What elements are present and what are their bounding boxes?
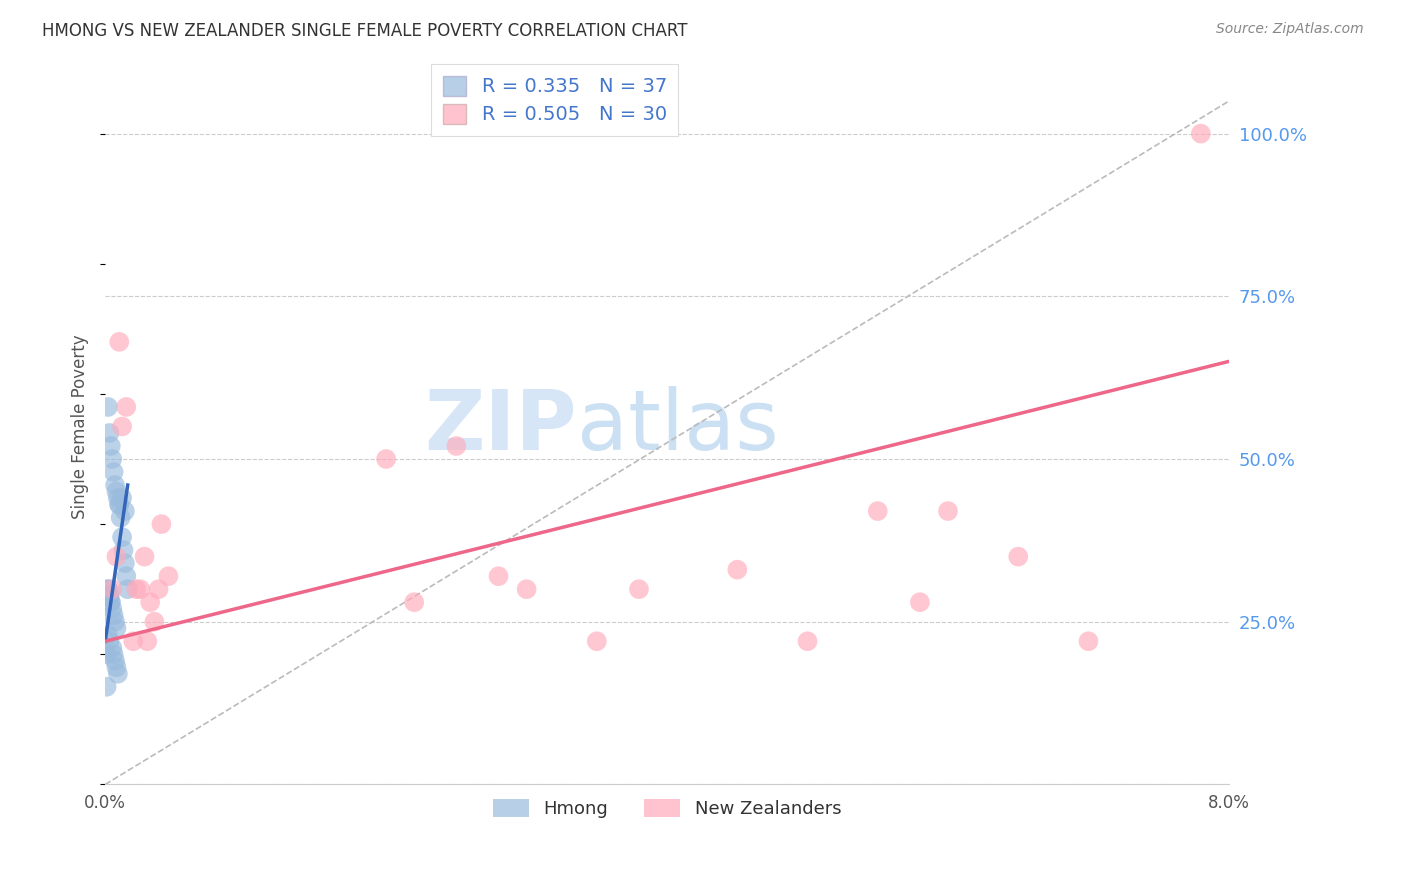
Point	[115, 400, 138, 414]
Point	[150, 517, 173, 532]
Point	[103, 608, 125, 623]
Point	[98, 425, 121, 440]
Point	[104, 615, 127, 629]
Point	[516, 582, 538, 597]
Point	[100, 595, 122, 609]
Point	[112, 543, 135, 558]
Point	[105, 621, 128, 635]
Point	[114, 556, 136, 570]
Point	[98, 589, 121, 603]
Point	[103, 465, 125, 479]
Point	[100, 439, 122, 453]
Point	[117, 582, 139, 597]
Y-axis label: Single Female Poverty: Single Female Poverty	[72, 334, 89, 519]
Point	[111, 530, 134, 544]
Point	[97, 582, 120, 597]
Point	[908, 595, 931, 609]
Point	[97, 582, 120, 597]
Point	[98, 634, 121, 648]
Point	[101, 640, 124, 655]
Point	[1007, 549, 1029, 564]
Point	[101, 582, 124, 597]
Point	[148, 582, 170, 597]
Legend: Hmong, New Zealanders: Hmong, New Zealanders	[485, 792, 849, 825]
Point	[110, 510, 132, 524]
Point	[101, 601, 124, 615]
Text: atlas: atlas	[578, 386, 779, 467]
Point	[105, 549, 128, 564]
Point	[104, 654, 127, 668]
Point	[488, 569, 510, 583]
Text: HMONG VS NEW ZEALANDER SINGLE FEMALE POVERTY CORRELATION CHART: HMONG VS NEW ZEALANDER SINGLE FEMALE POV…	[42, 22, 688, 40]
Point	[100, 595, 122, 609]
Point	[796, 634, 818, 648]
Point	[1077, 634, 1099, 648]
Point	[143, 615, 166, 629]
Text: Source: ZipAtlas.com: Source: ZipAtlas.com	[1216, 22, 1364, 37]
Point	[101, 452, 124, 467]
Point	[114, 504, 136, 518]
Point	[108, 498, 131, 512]
Point	[103, 647, 125, 661]
Point	[104, 478, 127, 492]
Point	[136, 634, 159, 648]
Point	[585, 634, 607, 648]
Point	[107, 666, 129, 681]
Point	[105, 660, 128, 674]
Point	[1189, 127, 1212, 141]
Point	[107, 491, 129, 505]
Point	[97, 400, 120, 414]
Point	[111, 419, 134, 434]
Point	[125, 582, 148, 597]
Point	[139, 595, 162, 609]
Point	[134, 549, 156, 564]
Point	[157, 569, 180, 583]
Text: ZIP: ZIP	[425, 386, 578, 467]
Point	[108, 334, 131, 349]
Point	[97, 628, 120, 642]
Point	[129, 582, 152, 597]
Point	[866, 504, 889, 518]
Point	[96, 680, 118, 694]
Point	[122, 634, 145, 648]
Point	[108, 498, 131, 512]
Point	[936, 504, 959, 518]
Point	[725, 563, 748, 577]
Point	[105, 484, 128, 499]
Point	[98, 589, 121, 603]
Point	[404, 595, 426, 609]
Point	[96, 647, 118, 661]
Point	[115, 569, 138, 583]
Point	[446, 439, 468, 453]
Point	[111, 491, 134, 505]
Point	[627, 582, 650, 597]
Point	[375, 452, 398, 467]
